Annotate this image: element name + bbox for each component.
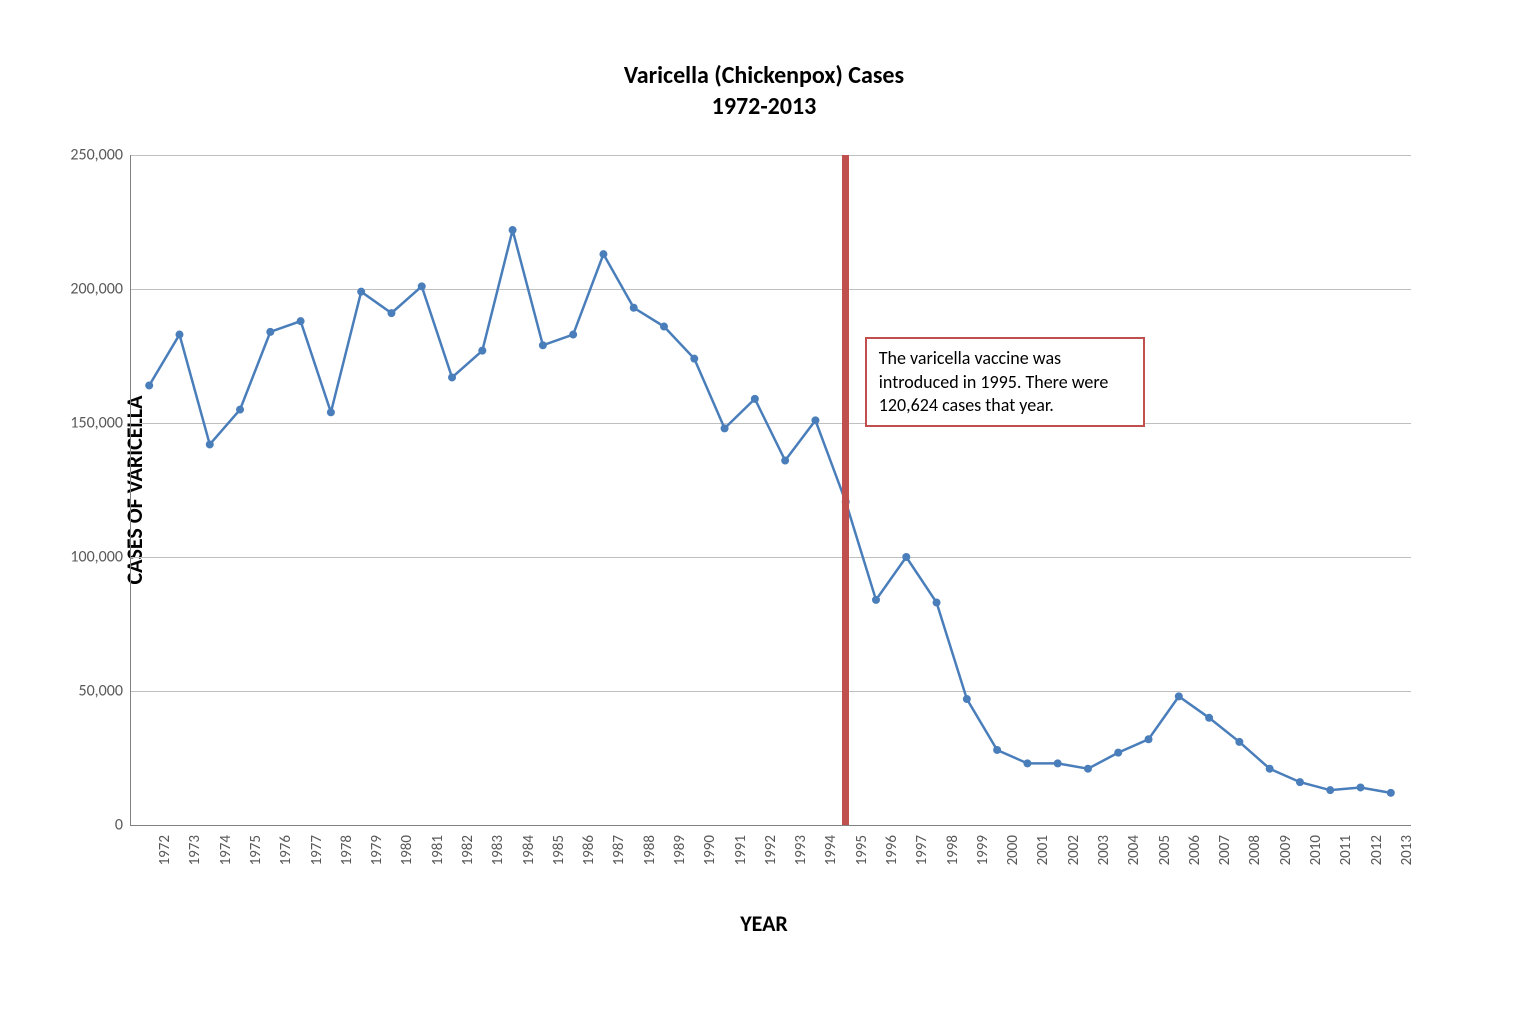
data-marker	[297, 317, 305, 325]
data-marker	[266, 328, 274, 336]
data-marker	[206, 440, 214, 448]
xtick-label: 1993	[792, 835, 810, 865]
xtick-label: 1976	[278, 835, 296, 865]
ytick-label: 200,000	[43, 280, 123, 299]
data-marker	[1296, 778, 1304, 786]
data-marker	[811, 416, 819, 424]
x-axis-label: YEAR	[0, 910, 1528, 937]
data-marker	[1084, 765, 1092, 773]
data-marker	[630, 304, 638, 312]
xtick-label: 2011	[1337, 835, 1355, 865]
xtick-label: 1985	[550, 835, 568, 865]
chart-container: Varicella (Chickenpox) Cases 1972-2013 C…	[0, 0, 1528, 1020]
data-marker	[1145, 735, 1153, 743]
chart-title-line1: Varicella (Chickenpox) Cases	[624, 61, 904, 90]
data-marker	[781, 457, 789, 465]
data-marker	[721, 424, 729, 432]
ytick-label: 50,000	[43, 682, 123, 701]
ytick-label: 250,000	[43, 146, 123, 165]
data-marker	[509, 226, 517, 234]
data-marker	[1023, 759, 1031, 767]
xtick-label: 2008	[1247, 835, 1265, 865]
xtick-label: 1973	[187, 835, 205, 865]
data-marker	[1175, 692, 1183, 700]
xtick-label: 2005	[1156, 835, 1174, 865]
xtick-label: 1999	[974, 835, 992, 865]
xtick-label: 1975	[247, 835, 265, 865]
line-series	[149, 230, 1391, 793]
line-series-layer	[130, 155, 1410, 825]
data-marker	[1387, 789, 1395, 797]
ytick-label: 100,000	[43, 548, 123, 567]
ytick-label: 0	[43, 816, 123, 835]
xtick-label: 1982	[459, 835, 477, 865]
data-marker	[1235, 738, 1243, 746]
data-marker	[387, 309, 395, 317]
xtick-label: 1986	[580, 835, 598, 865]
xtick-label: 1987	[611, 835, 629, 865]
data-marker	[963, 695, 971, 703]
data-marker	[1326, 786, 1334, 794]
xtick-label: 1996	[883, 835, 901, 865]
data-marker	[751, 395, 759, 403]
data-marker	[599, 250, 607, 258]
xtick-label: 1994	[823, 835, 841, 865]
xtick-label: 2013	[1398, 835, 1416, 865]
xtick-label: 2003	[1095, 835, 1113, 865]
data-marker	[418, 282, 426, 290]
data-marker	[1054, 759, 1062, 767]
data-marker	[993, 746, 1001, 754]
xtick-label: 1984	[520, 835, 538, 865]
xtick-label: 1977	[308, 835, 326, 865]
data-marker	[539, 341, 547, 349]
data-marker	[660, 323, 668, 331]
xtick-label: 1990	[701, 835, 719, 865]
data-marker	[902, 553, 910, 561]
xtick-label: 1988	[641, 835, 659, 865]
data-marker	[175, 331, 183, 339]
vaccine-year-line	[842, 155, 849, 825]
data-marker	[448, 373, 456, 381]
xtick-label: 1979	[368, 835, 386, 865]
data-marker	[478, 347, 486, 355]
data-marker	[1266, 765, 1274, 773]
xtick-label: 1995	[853, 835, 871, 865]
data-marker	[357, 288, 365, 296]
data-marker	[327, 408, 335, 416]
data-marker	[1114, 749, 1122, 757]
xtick-label: 1980	[399, 835, 417, 865]
xtick-label: 2009	[1277, 835, 1295, 865]
xtick-label: 2012	[1368, 835, 1386, 865]
data-marker	[872, 596, 880, 604]
annotation-box: The varicella vaccine was introduced in …	[865, 337, 1145, 427]
data-marker	[145, 381, 153, 389]
xtick-label: 1992	[762, 835, 780, 865]
chart-title: Varicella (Chickenpox) Cases 1972-2013	[0, 60, 1528, 122]
xtick-label: 1998	[944, 835, 962, 865]
data-marker	[1357, 783, 1365, 791]
xtick-label: 1974	[217, 835, 235, 865]
xtick-label: 1981	[429, 835, 447, 865]
xtick-label: 2004	[1125, 835, 1143, 865]
data-marker	[569, 331, 577, 339]
xtick-label: 2007	[1216, 835, 1234, 865]
xtick-label: 1991	[732, 835, 750, 865]
xtick-label: 1997	[913, 835, 931, 865]
chart-title-line2: 1972-2013	[712, 92, 817, 121]
data-marker	[236, 406, 244, 414]
xtick-label: 2000	[1004, 835, 1022, 865]
ytick-label: 150,000	[43, 414, 123, 433]
xtick-label: 1972	[156, 835, 174, 865]
data-marker	[1205, 714, 1213, 722]
xtick-label: 1989	[671, 835, 689, 865]
data-marker	[933, 599, 941, 607]
xtick-label: 1978	[338, 835, 356, 865]
xtick-label: 1983	[490, 835, 508, 865]
xtick-label: 2001	[1035, 835, 1053, 865]
xtick-label: 2010	[1307, 835, 1325, 865]
data-marker	[690, 355, 698, 363]
xtick-label: 2006	[1186, 835, 1204, 865]
xtick-label: 2002	[1065, 835, 1083, 865]
